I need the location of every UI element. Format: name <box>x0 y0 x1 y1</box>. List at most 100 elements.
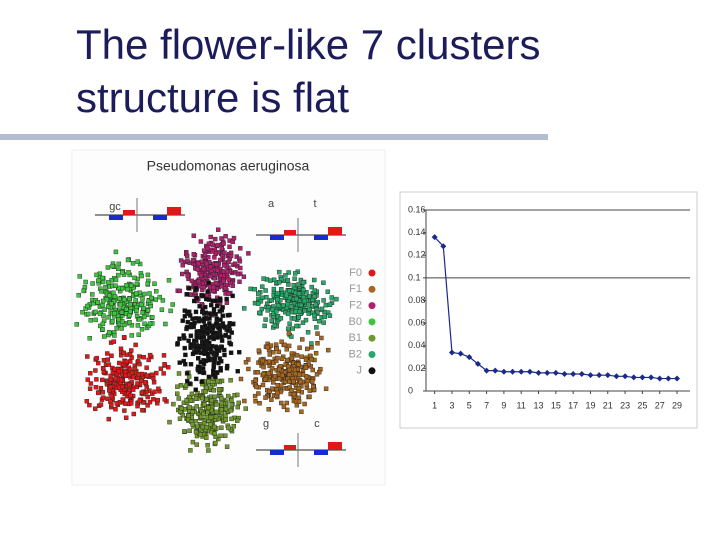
scatter-dot <box>230 283 235 288</box>
scatter-dot <box>201 316 207 321</box>
scatter-dot <box>93 317 98 323</box>
scatter-dot <box>128 348 134 353</box>
scatter-dot <box>151 380 157 385</box>
y-tick-label: 0.12 <box>408 250 426 260</box>
scatter-dot <box>187 381 193 386</box>
scatter-dot <box>204 424 209 430</box>
scatter-dot <box>204 261 209 267</box>
scatter-dot <box>88 371 93 376</box>
scatter-dot <box>213 280 219 286</box>
scatter-dot <box>149 372 155 377</box>
scatter-dot <box>184 325 190 330</box>
point <box>440 243 447 250</box>
scatter-dot <box>253 378 258 383</box>
legend-label: F1 <box>349 283 362 295</box>
scatter-dot <box>231 424 237 429</box>
scatter-dot <box>142 380 148 385</box>
scatter-dot <box>208 264 213 270</box>
scatter-dot <box>238 376 244 382</box>
scatter-dot <box>180 263 186 268</box>
scatter-dot <box>256 291 261 296</box>
scatter-dot <box>132 366 138 371</box>
scatter-dot <box>137 361 142 367</box>
scatter-dot <box>145 281 150 287</box>
scatter-dot <box>116 261 122 267</box>
scatter-dot <box>220 269 226 274</box>
scatter-dot <box>230 293 235 299</box>
scatter-dot <box>296 362 301 367</box>
scatter-dot <box>147 321 153 326</box>
scatter-dot <box>222 250 227 256</box>
scatter-dot <box>229 398 234 403</box>
scatter-dot <box>193 309 199 315</box>
scatter-dot <box>238 265 243 271</box>
scatter-dot <box>189 391 195 397</box>
scatter-dot <box>140 296 145 301</box>
scatter-dot <box>105 357 111 362</box>
scatter-dot <box>180 413 186 418</box>
scatter-dot <box>200 293 206 299</box>
scatter-dot <box>291 379 296 384</box>
scatter-dot <box>221 241 226 246</box>
scatter-dot <box>307 388 312 393</box>
scatter-dot <box>234 392 240 398</box>
scatter-dot <box>222 433 228 438</box>
scatter-dot <box>214 402 219 407</box>
scatter-dot <box>107 330 112 335</box>
scatter-dot <box>127 313 132 318</box>
scatter-dot <box>145 272 151 278</box>
scatter-dot <box>124 283 129 288</box>
scatter-dot <box>321 280 326 285</box>
scatter-dot <box>271 277 277 282</box>
scatter-dot <box>268 278 273 283</box>
scatter-dot <box>214 409 219 415</box>
scatter-dot <box>292 316 297 321</box>
scatter-dot <box>303 365 309 370</box>
scatter-dot <box>100 298 106 304</box>
scatter-dot <box>219 407 224 412</box>
scatter-dot <box>253 399 258 404</box>
scatter-dot <box>209 398 214 403</box>
scatter-dot <box>319 306 325 312</box>
scatter-dot <box>90 292 95 297</box>
point <box>535 369 542 376</box>
scatter-dot <box>230 321 236 327</box>
scatter-dot <box>312 288 317 293</box>
scatter-dot <box>264 295 269 300</box>
scatter-dot <box>133 342 138 348</box>
scatter-dot <box>199 259 205 264</box>
scatter-dot <box>206 280 211 285</box>
scatter-dot <box>141 355 146 360</box>
scatter-dot <box>234 418 240 423</box>
x-tick-label: 15 <box>551 400 561 410</box>
scatter-dot <box>193 285 199 291</box>
legend-label: F0 <box>349 267 362 279</box>
scatter-dot <box>213 321 219 327</box>
scatter-dot <box>305 378 310 383</box>
glyph-bar <box>314 235 328 240</box>
x-tick-label: 29 <box>672 400 682 410</box>
scatter-dot <box>315 341 320 346</box>
scatter-dot <box>306 302 311 307</box>
legend-dot <box>368 269 376 277</box>
scatter-dot <box>230 239 236 245</box>
scatter-dot <box>300 280 306 285</box>
y-tick-label: 0.08 <box>408 295 426 305</box>
scatter-dot <box>186 338 191 343</box>
scatter-dot <box>185 319 191 325</box>
point <box>613 373 620 380</box>
scatter-dot <box>199 379 205 384</box>
scatter-dot <box>84 399 90 404</box>
scatter-dot <box>135 403 140 409</box>
scatter-dot <box>94 272 99 278</box>
scatter-dot <box>284 293 289 298</box>
scatter-dot <box>131 387 136 392</box>
scatter-dot <box>128 302 133 307</box>
scatter-dot <box>301 295 306 300</box>
scatter-dot <box>300 320 306 325</box>
scatter-dot <box>129 323 135 328</box>
scatter-dot <box>87 386 93 391</box>
scatter-dot <box>179 271 185 277</box>
legend-dot <box>368 367 376 375</box>
